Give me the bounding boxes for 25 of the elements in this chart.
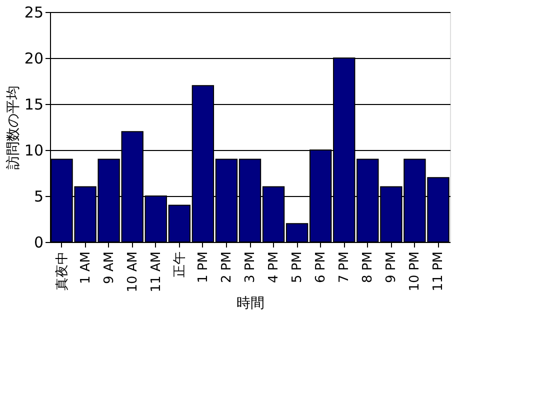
x-tick-label: 5 PM	[290, 252, 306, 283]
y-tick-label: 20	[24, 50, 44, 68]
x-tick-label: 10 AM	[125, 252, 140, 292]
x-tick-label: 8 PM	[360, 252, 376, 283]
x-tick-label: 10 PM	[408, 252, 423, 292]
x-tick-label: 6 PM	[314, 252, 329, 283]
x-tick-label: 真夜中	[54, 252, 70, 290]
x-tick-label: 1 PM	[196, 252, 211, 283]
x-tick-label: 4 PM	[266, 252, 282, 283]
y-tick-label: 0	[34, 234, 44, 252]
y-axis-title: 訪問数の平均	[5, 86, 22, 170]
x-tick-label: 正午	[172, 252, 188, 278]
x-tick-label: 1 AM	[78, 252, 94, 284]
x-axis-title: 時間	[236, 295, 264, 312]
x-tick-label: 9 AM	[102, 252, 117, 284]
x-tick-label: 9 PM	[384, 252, 400, 283]
x-tick-label: 7 PM	[337, 252, 352, 283]
x-tick-label: 3 PM	[243, 252, 258, 283]
x-tick-label: 2 PM	[219, 252, 234, 283]
x-tick-label: 11 AM	[148, 252, 164, 292]
y-tick-label: 5	[34, 188, 44, 206]
y-tick-label: 10	[24, 142, 44, 160]
y-tick-label: 15	[24, 96, 44, 114]
x-tick-label: 11 PM	[431, 252, 446, 292]
y-tick-label: 25	[24, 4, 44, 22]
